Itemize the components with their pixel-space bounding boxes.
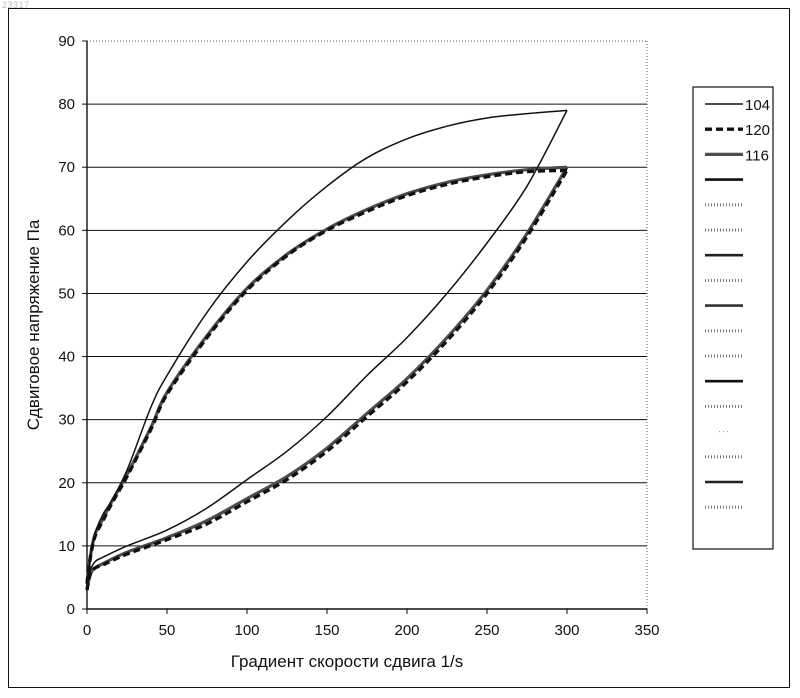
y-tick-label: 20	[58, 475, 75, 492]
y-tick-label: 80	[58, 96, 75, 113]
legend-swatch-extra	[705, 506, 743, 509]
legend-swatch-extra	[705, 279, 743, 282]
plot-area	[87, 41, 647, 609]
chart-frame: 0 50 100 150 200 250 300 350 0 10 20 30 40 50 60 70 80 9…	[8, 8, 790, 688]
y-axis-ticks: 0 10 20 30 40 50 60 70 80 90	[58, 33, 87, 618]
x-tick-label: 0	[83, 622, 91, 639]
x-tick-label: 250	[474, 622, 499, 639]
y-tick-label: 0	[67, 601, 75, 618]
legend-swatch-extra	[705, 229, 743, 232]
chart-svg: 0 50 100 150 200 250 300 350 0 10 20 30 40 50 60 70 80 9…	[9, 9, 789, 687]
y-tick-label: 70	[58, 159, 75, 176]
y-tick-label: 50	[58, 285, 75, 302]
x-tick-label: 150	[314, 622, 339, 639]
legend-swatch-extra	[705, 405, 743, 408]
x-tick-label: 200	[394, 622, 419, 639]
legend-label-104: 104	[745, 97, 770, 114]
y-tick-label: 40	[58, 349, 75, 366]
legend-label-116: 116	[745, 147, 769, 164]
legend-swatch-extra	[705, 355, 743, 358]
y-axis-label: Сдвиговое напряжение Па	[24, 219, 43, 430]
y-tick-label: 60	[58, 222, 75, 239]
x-axis-ticks: 0 50 100 150 200 250 300 350	[83, 609, 660, 639]
x-axis-label: Градиент скорости сдвига 1/s	[231, 652, 464, 671]
legend-swatch-extra	[705, 329, 743, 332]
legend-swatch-extra	[705, 203, 743, 206]
x-tick-label: 50	[159, 622, 176, 639]
plot-background	[87, 41, 647, 609]
legend: 104 120 116	[693, 87, 773, 549]
x-tick-label: 300	[554, 622, 579, 639]
y-tick-label: 90	[58, 33, 75, 50]
legend-swatch-extra	[705, 455, 743, 458]
x-tick-label: 350	[634, 622, 659, 639]
x-tick-label: 100	[234, 622, 259, 639]
y-tick-label: 10	[58, 538, 75, 555]
legend-label-120: 120	[745, 122, 770, 139]
y-tick-label: 30	[58, 412, 75, 429]
